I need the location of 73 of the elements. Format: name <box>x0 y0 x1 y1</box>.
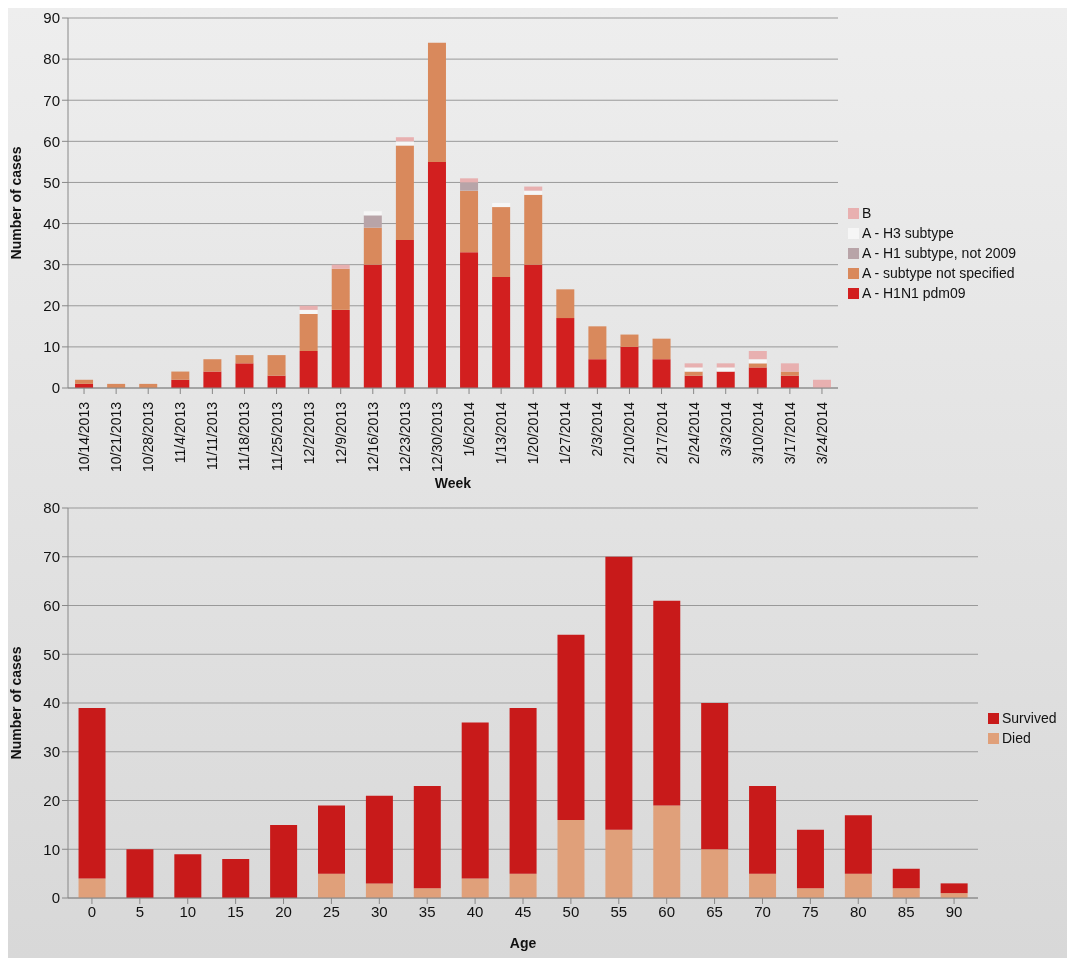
y-axis-title: Number of cases <box>7 646 24 760</box>
x-tick-label: 50 <box>562 902 580 920</box>
x-tick-label: 80 <box>849 902 867 920</box>
x-tick-label: 30 <box>370 902 388 920</box>
x-tick-label: 11/18/2013 <box>236 401 253 472</box>
y-tick-label: 40 <box>43 214 60 232</box>
x-axis-title: Week <box>434 475 472 491</box>
y-tick-label: 80 <box>43 50 60 68</box>
legend-label: Died <box>1002 730 1031 746</box>
x-tick-label: 10/28/2013 <box>140 401 157 473</box>
x-tick-label: 1/13/2014 <box>493 401 510 465</box>
y-tick-label: 10 <box>43 338 60 356</box>
x-tick-label: 3/3/2014 <box>717 401 734 457</box>
x-tick-label: 2/17/2014 <box>653 401 670 465</box>
y-tick-label: 90 <box>43 9 60 27</box>
x-tick-label: 10 <box>179 902 197 920</box>
y-tick-label: 0 <box>51 379 60 397</box>
y-tick-label: 80 <box>43 499 60 517</box>
y-tick-label: 50 <box>43 645 60 663</box>
x-tick-label: 1/20/2014 <box>525 401 542 465</box>
x-tick-label: 12/23/2013 <box>396 401 413 473</box>
legend-label: A - H1 subtype, not 2009 <box>862 245 1017 261</box>
x-tick-label: 3/24/2014 <box>813 401 830 465</box>
x-tick-label: 2/24/2014 <box>685 401 702 465</box>
legend-label: B <box>862 205 872 221</box>
x-tick-label: 3/10/2014 <box>749 401 766 465</box>
y-axis-title: Number of cases <box>7 146 24 260</box>
x-tick-label: 1/27/2014 <box>557 401 574 465</box>
x-axis-title: Age <box>509 935 537 951</box>
x-tick-label: 12/2/2013 <box>300 401 317 465</box>
y-tick-label: 10 <box>43 840 60 858</box>
x-tick-label: 11/11/2013 <box>204 401 221 470</box>
y-tick-label: 60 <box>43 596 60 614</box>
y-tick-label: 0 <box>51 889 60 907</box>
x-tick-label: 40 <box>466 902 484 920</box>
y-tick-label: 70 <box>43 548 60 566</box>
y-tick-label: 30 <box>43 743 60 761</box>
x-tick-label: 60 <box>658 902 676 920</box>
x-tick-label: 10/14/2013 <box>76 401 93 473</box>
y-tick-label: 50 <box>43 173 60 191</box>
x-tick-label: 70 <box>754 902 771 920</box>
x-tick-label: 65 <box>706 902 723 920</box>
y-tick-label: 40 <box>43 694 60 712</box>
legend-label: A - H1N1 pdm09 <box>862 285 966 301</box>
x-tick-label: 1/6/2014 <box>461 401 478 457</box>
x-tick-label: 15 <box>227 902 244 920</box>
x-tick-label: 45 <box>514 902 532 920</box>
x-tick-label: 12/30/2013 <box>428 401 445 473</box>
x-tick-label: 25 <box>323 902 340 920</box>
y-tick-label: 20 <box>43 791 60 809</box>
x-tick-label: 85 <box>897 902 915 920</box>
y-tick-label: 70 <box>43 91 60 109</box>
x-tick-label: 3/17/2014 <box>781 401 798 465</box>
x-tick-label: 12/9/2013 <box>332 401 349 465</box>
x-tick-label: 75 <box>802 902 819 920</box>
x-tick-label: 5 <box>135 902 145 920</box>
x-tick-label: 20 <box>275 902 292 920</box>
x-tick-label: 12/16/2013 <box>364 401 381 473</box>
x-tick-label: 90 <box>945 902 963 920</box>
legend-label: A - H3 subtype <box>862 225 954 241</box>
legend-label: Survived <box>1002 710 1057 726</box>
x-tick-label: 2/10/2014 <box>621 401 638 465</box>
x-tick-label: 11/25/2013 <box>268 401 285 472</box>
x-tick-label: 0 <box>87 902 97 920</box>
x-tick-label: 11/4/2013 <box>172 401 189 464</box>
x-tick-label: 55 <box>610 902 628 920</box>
x-tick-label: 10/21/2013 <box>108 401 125 473</box>
y-tick-label: 30 <box>43 255 60 273</box>
y-tick-label: 20 <box>43 297 60 315</box>
x-tick-label: 35 <box>418 902 436 920</box>
x-tick-label: 2/3/2014 <box>589 401 606 457</box>
legend-label: A - subtype not specified <box>862 265 1015 281</box>
y-tick-label: 60 <box>43 132 60 150</box>
